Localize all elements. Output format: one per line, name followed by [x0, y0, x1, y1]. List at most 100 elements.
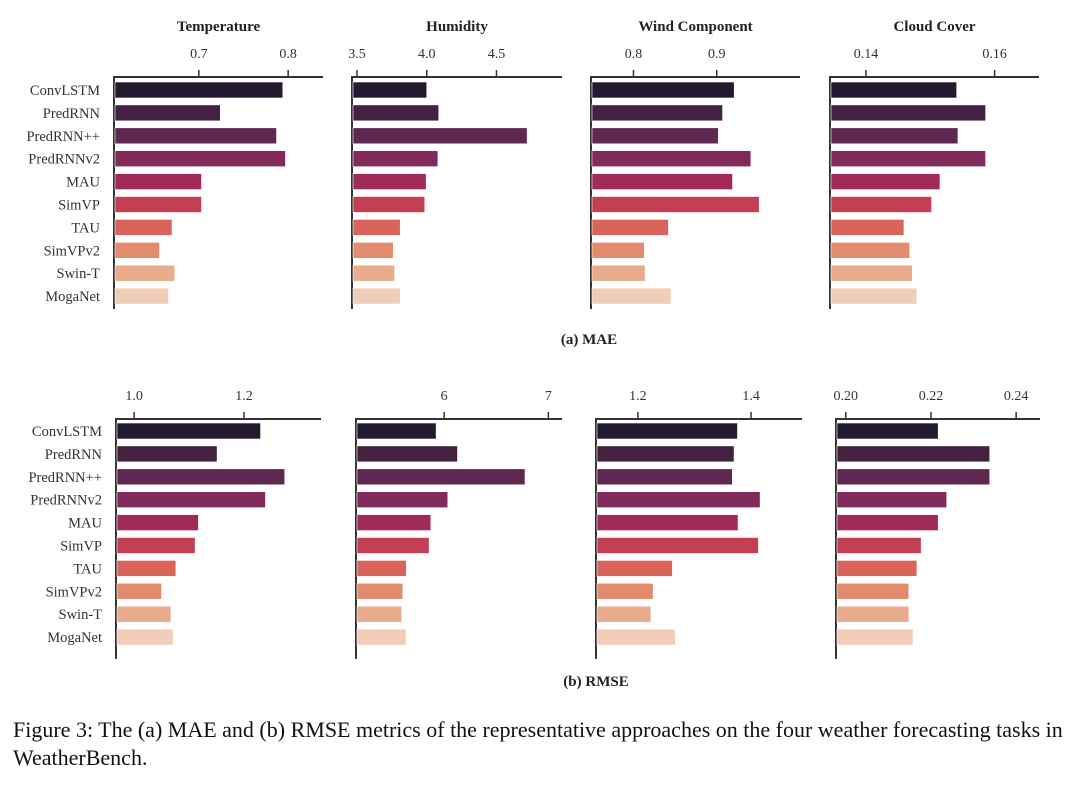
panel-title: Humidity — [426, 19, 488, 35]
bar-convlstm — [591, 81, 735, 99]
bar-predrnnv2 — [114, 150, 286, 167]
bar-predrnnv2 — [116, 491, 266, 509]
bar-tau — [114, 219, 173, 236]
bar-simvpv2 — [116, 582, 162, 600]
x-tick-label: 7 — [545, 389, 552, 404]
bar-moganet — [830, 287, 918, 305]
bar-simvpv2 — [352, 242, 394, 259]
bar-tau — [596, 560, 673, 577]
bar-predrnn — [116, 445, 218, 463]
x-tick-label: 0.9 — [708, 47, 726, 62]
bar-predrnn- — [836, 468, 991, 486]
bar-simvp — [114, 196, 202, 213]
x-tick-label: 1.0 — [125, 389, 143, 404]
bar-simvp — [352, 196, 426, 213]
category-label: Swin-T — [57, 266, 101, 282]
panel-title: Temperature — [177, 19, 261, 35]
bar-swin-t — [116, 605, 172, 623]
x-tick-label: 6 — [441, 389, 448, 404]
bar-predrnnv2 — [356, 491, 449, 509]
category-label: TAU — [73, 561, 102, 577]
bar-simvpv2 — [591, 242, 645, 259]
x-tick-label: 1.4 — [742, 389, 760, 404]
category-label: MAU — [68, 516, 102, 532]
bar-simvp — [591, 196, 760, 213]
bar-convlstm — [352, 81, 428, 99]
category-label: PredRNN — [45, 447, 103, 463]
x-tick-label: 0.7 — [190, 47, 208, 62]
bar-swin-t — [596, 605, 652, 623]
subcaption-mae: (a) MAE — [561, 332, 617, 348]
category-label: PredRNN++ — [26, 129, 100, 145]
bar-tau — [352, 219, 401, 236]
figure-caption: Figure 3: The (a) MAE and (b) RMSE metri… — [13, 717, 1063, 770]
category-label: TAU — [71, 220, 100, 236]
x-tick-label: 4.0 — [418, 47, 436, 62]
bar-predrnn — [591, 104, 723, 122]
bar-moganet — [356, 628, 407, 646]
x-tick-label: 0.20 — [834, 389, 859, 404]
bar-convlstm — [116, 422, 261, 440]
bar-simvp — [356, 537, 430, 554]
bar-mau — [591, 173, 733, 190]
bar-swin-t — [356, 605, 403, 623]
category-label: PredRNNv2 — [30, 493, 102, 509]
bar-mau — [114, 173, 202, 190]
bar-predrnnv2 — [830, 150, 986, 167]
bar-simvpv2 — [836, 582, 910, 600]
bar-tau — [116, 560, 177, 577]
bar-moganet — [352, 287, 401, 305]
bar-predrnnv2 — [591, 150, 752, 167]
panel-title: Wind Component — [638, 19, 752, 35]
bar-predrnnv2 — [352, 150, 439, 167]
panel-title: Cloud Cover — [893, 19, 975, 35]
bar-mau — [352, 173, 427, 190]
bar-predrnn- — [114, 127, 277, 145]
bar-tau — [836, 560, 918, 577]
bar-swin-t — [830, 264, 913, 282]
bar-predrnn — [596, 445, 735, 463]
category-label: SimVPv2 — [46, 584, 102, 600]
bar-predrnn — [356, 445, 458, 463]
bar-moganet — [596, 628, 676, 646]
bar-convlstm — [596, 422, 738, 440]
bar-predrnn — [830, 104, 986, 122]
bar-predrnn — [114, 104, 221, 122]
bar-predrnn — [352, 104, 440, 122]
category-label: MAU — [66, 175, 100, 191]
x-tick-label: 4.5 — [488, 47, 506, 62]
x-tick-label: 0.22 — [919, 389, 944, 404]
category-label: MogaNet — [47, 630, 102, 646]
bar-convlstm — [830, 81, 957, 99]
x-tick-label: 0.16 — [982, 47, 1007, 62]
bar-swin-t — [591, 264, 646, 282]
bar-predrnn- — [356, 468, 526, 486]
x-tick-label: 1.2 — [235, 389, 253, 404]
x-tick-label: 0.8 — [625, 47, 643, 62]
figure-canvas: (a) MAE (b) RMSE Temperature 0.7 0.8 ConvLS… — [26, 19, 1040, 690]
category-label: SimVP — [60, 539, 102, 555]
bar-predrnn- — [352, 127, 528, 145]
bar-mau — [356, 514, 432, 531]
bar-moganet — [114, 287, 169, 305]
bar-tau — [356, 560, 407, 577]
bar-simvpv2 — [830, 242, 911, 259]
bar-predrnn- — [830, 127, 959, 145]
subcaption-rmse: (b) RMSE — [563, 674, 628, 690]
bar-swin-t — [114, 264, 176, 282]
bar-mau — [830, 173, 941, 190]
bar-tau — [591, 219, 669, 236]
bar-simvpv2 — [356, 582, 404, 600]
category-label: SimVP — [58, 198, 100, 214]
bar-predrnnv2 — [836, 491, 948, 509]
bar-mau — [116, 514, 199, 531]
bar-swin-t — [836, 605, 910, 623]
bar-mau — [836, 514, 939, 531]
bar-convlstm — [356, 422, 437, 440]
x-tick-label: 0.8 — [279, 47, 297, 62]
category-label: PredRNNv2 — [28, 152, 100, 168]
bar-simvp — [596, 537, 759, 554]
x-tick-label: 3.5 — [348, 47, 366, 62]
bar-mau — [596, 514, 739, 531]
category-label: MogaNet — [45, 289, 100, 305]
